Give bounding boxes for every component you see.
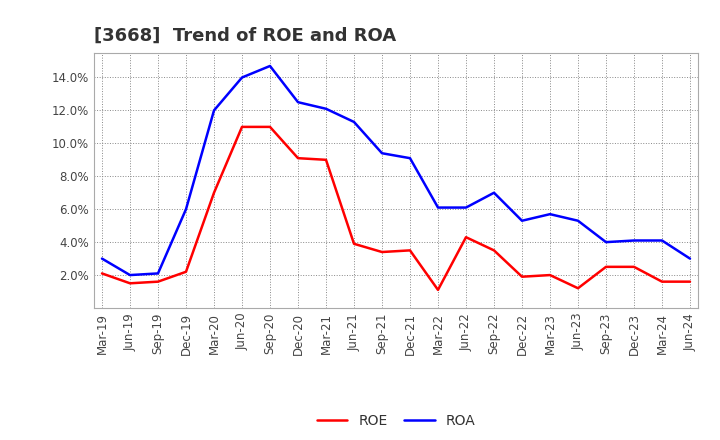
Text: [3668]  Trend of ROE and ROA: [3668] Trend of ROE and ROA	[94, 26, 396, 44]
ROA	[630, 238, 639, 243]
ROE	[98, 271, 107, 276]
ROE	[602, 264, 611, 269]
ROE	[546, 272, 554, 278]
ROA	[126, 272, 135, 278]
ROE	[126, 281, 135, 286]
ROE	[294, 155, 302, 161]
ROA	[322, 106, 330, 111]
ROA	[210, 108, 218, 113]
ROE	[238, 124, 246, 129]
ROE	[153, 279, 162, 284]
Line: ROE: ROE	[102, 127, 690, 290]
Line: ROA: ROA	[102, 66, 690, 275]
ROA	[266, 63, 274, 69]
ROE	[630, 264, 639, 269]
ROA	[238, 75, 246, 80]
ROA	[518, 218, 526, 224]
ROE	[462, 235, 470, 240]
ROE	[490, 248, 498, 253]
ROA	[433, 205, 442, 210]
ROA	[378, 150, 387, 156]
ROA	[685, 256, 694, 261]
ROA	[98, 256, 107, 261]
ROE	[266, 124, 274, 129]
ROE	[181, 269, 190, 275]
ROE	[405, 248, 414, 253]
ROA	[602, 239, 611, 245]
Legend: ROE, ROA: ROE, ROA	[311, 409, 481, 434]
ROE	[378, 249, 387, 255]
ROE	[518, 274, 526, 279]
ROA	[181, 206, 190, 212]
ROE	[685, 279, 694, 284]
ROE	[322, 157, 330, 162]
ROE	[433, 287, 442, 293]
ROE	[210, 190, 218, 195]
ROE	[350, 241, 359, 246]
ROA	[350, 119, 359, 125]
ROA	[462, 205, 470, 210]
ROA	[657, 238, 666, 243]
ROE	[574, 286, 582, 291]
ROE	[657, 279, 666, 284]
ROA	[546, 212, 554, 217]
ROA	[405, 155, 414, 161]
ROA	[153, 271, 162, 276]
ROA	[574, 218, 582, 224]
ROA	[490, 190, 498, 195]
ROA	[294, 99, 302, 105]
